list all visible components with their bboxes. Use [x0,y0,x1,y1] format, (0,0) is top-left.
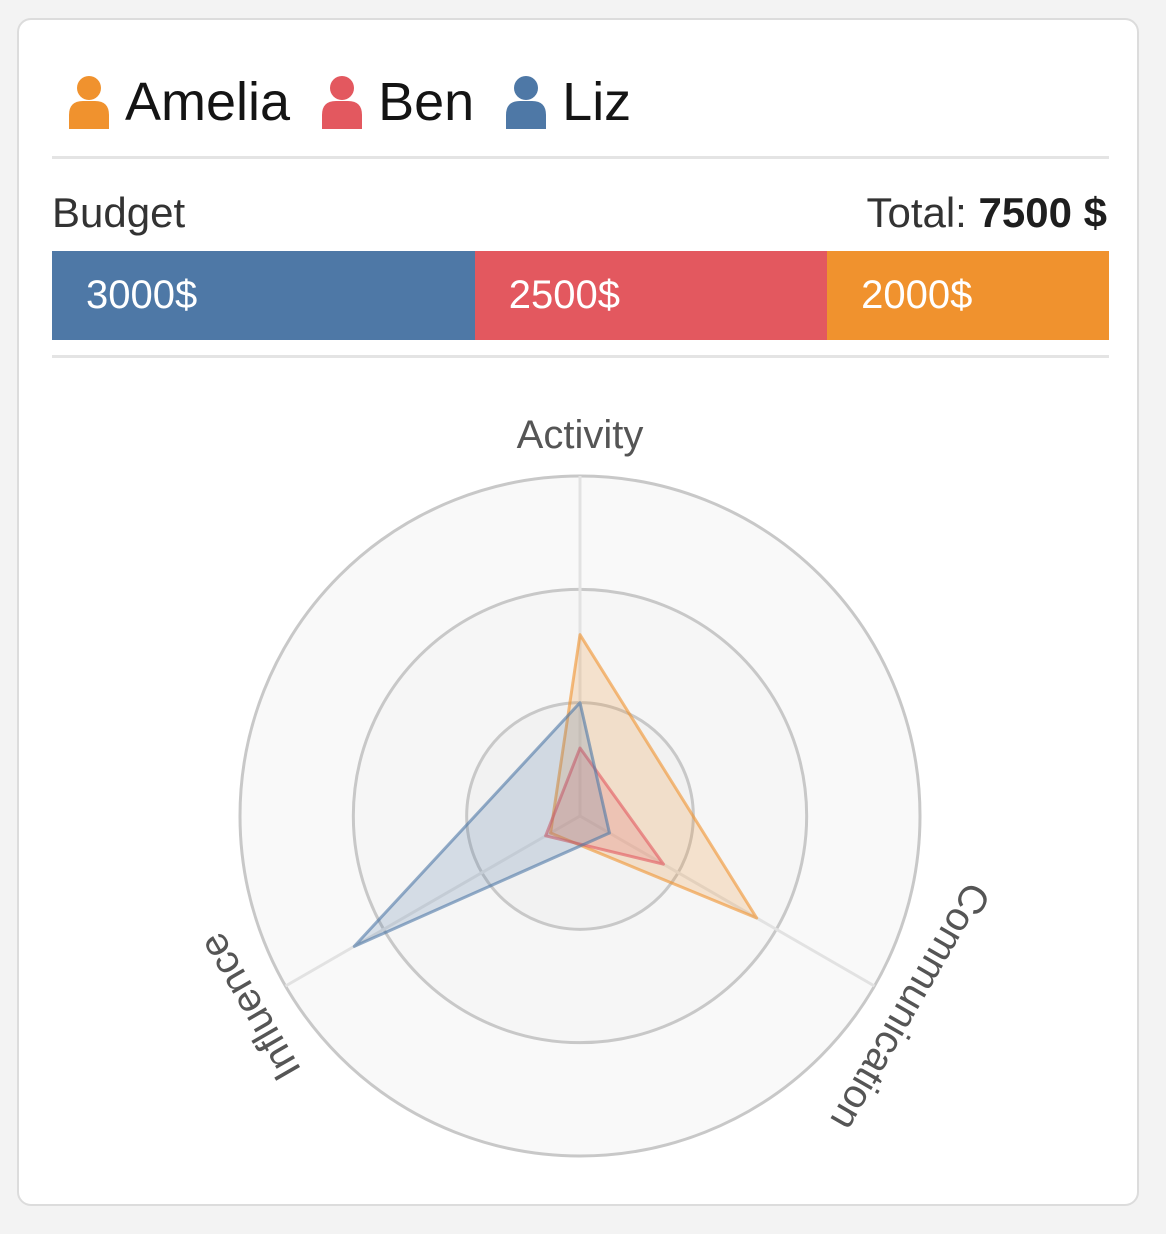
budget-segment-liz[interactable]: 3000$ [52,251,475,340]
total-value: 7500 $ [978,189,1107,236]
radar-series-liz[interactable] [352,701,611,948]
legend-item-amelia[interactable]: Amelia [67,75,290,129]
radar-axis-line [284,814,581,988]
person-icon [69,76,109,129]
budget-total: Total: 7500 $ [866,188,1107,238]
divider [52,355,1109,358]
divider [52,156,1109,159]
legend-item-ben[interactable]: Ben [320,75,474,129]
radar-series-amelia[interactable] [549,633,759,920]
budget-segment-ben[interactable]: 2500$ [474,251,828,340]
budget-segment-amelia[interactable]: 2000$ [827,251,1109,340]
legend-label: Amelia [125,72,291,132]
segment-label: 3000$ [86,273,198,317]
person-icon [506,76,547,129]
legend-item-liz[interactable]: Liz [504,75,631,129]
segment-label: 2000$ [861,273,973,317]
radar-axis-label: Activity [517,413,644,457]
segment-label: 2500$ [508,273,621,317]
radar-axis-line [579,814,876,988]
legend-label: Liz [562,72,632,132]
total-label: Total: [866,189,967,236]
budget-bar: 3000$ 2500$ 2000$ [52,251,1109,340]
legend-label: Ben [378,72,475,132]
budget-label: Budget [52,189,186,236]
budget-card: Amelia Ben Liz Budget Total: 7500 $ 3000… [17,18,1139,1206]
people-legend: Amelia Ben Liz [67,64,661,140]
person-icon [322,76,363,129]
